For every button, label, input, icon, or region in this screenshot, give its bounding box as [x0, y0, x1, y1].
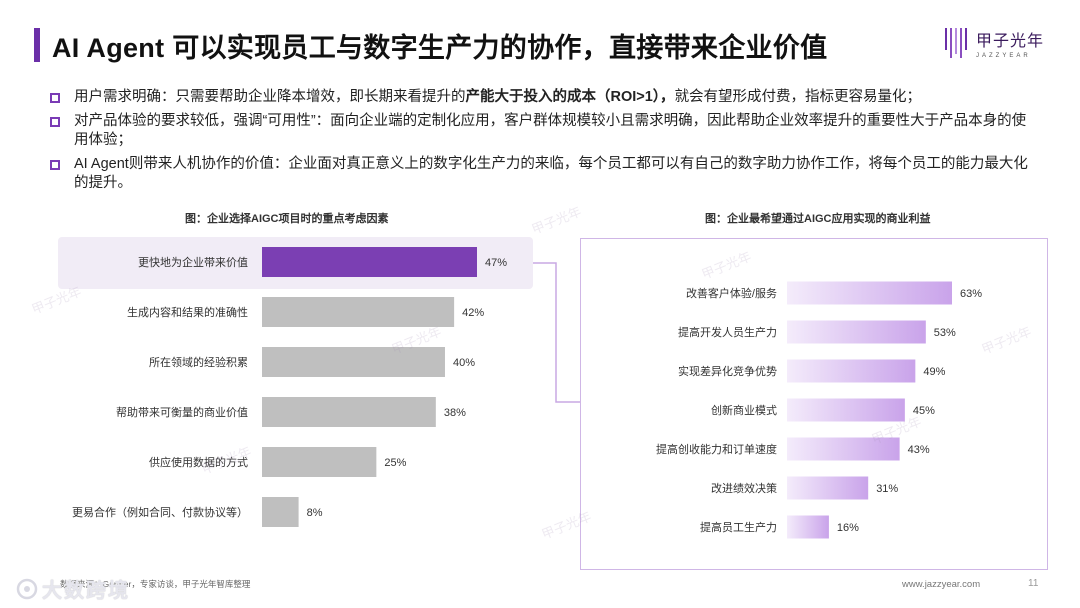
bullet-item: 用户需求明确：只需要帮助企业降本增效，即长期来看提升的产能大于投入的成本（ROI… — [50, 88, 1040, 107]
category-label: 改进绩效决策 — [711, 481, 777, 495]
data-label: 43% — [908, 444, 930, 456]
bullet-item: 对产品体验的要求较低，强调“可用性”：面向企业端的定制化应用，客户群体规模较小且… — [50, 112, 1040, 150]
bar — [787, 515, 829, 539]
bullet-text: 就会有望形成付费，指标更容易量化； — [674, 89, 922, 105]
square-bullet-icon — [50, 93, 60, 103]
data-label: 16% — [837, 522, 859, 534]
bar — [262, 397, 436, 427]
logo-name: 甲子光年 — [976, 31, 1045, 50]
bar — [262, 347, 445, 377]
brand-watermark-logo: 大数跨境 — [16, 574, 130, 603]
page-title: AI Agent 可以实现员工与数字生产力的协作，直接带来企业价值 — [52, 33, 828, 63]
data-label: 8% — [307, 507, 323, 519]
category-label: 实现差异化竞争优势 — [678, 364, 777, 378]
category-label: 供应使用数据的方式 — [149, 455, 248, 469]
category-label: 改善客户体验/服务 — [686, 286, 777, 300]
logo-name-en: JAZZYEAR — [976, 53, 1031, 59]
left-chart-title: 图：企业选择AIGC项目时的重点考虑因素 — [185, 213, 389, 225]
data-label: 63% — [960, 288, 982, 300]
category-label: 更易合作（例如合同、付款协议等） — [72, 505, 248, 519]
bar — [262, 447, 377, 477]
data-label: 42% — [462, 307, 484, 319]
bullet-text: 用户需求明确：只需要帮助企业降本增效，即长期来看提升的 — [74, 89, 466, 105]
data-source-note: 数据来源：Gartner，专家访谈，甲子光年智库整理 — [60, 579, 251, 589]
bullet-item: AI Agent则带来人机协作的价值：企业面对真正意义上的数字化生产力的来临，每… — [50, 155, 1040, 193]
right-bar-chart: 改善客户体验/服务 63% 提高开发人员生产力 53% 实现差异化竞争优势 49% 创新商业… — [656, 281, 982, 539]
footer-url: www.jazzyear.com — [902, 579, 981, 590]
data-label: 45% — [913, 405, 935, 417]
left-bar-chart: 更快地为企业带来价值 47% 生成内容和结果的准确性 42% 所在领域的经验积累 40% 帮… — [72, 247, 507, 527]
category-label: 创新商业模式 — [711, 403, 777, 417]
bar — [262, 297, 455, 327]
bar — [787, 359, 916, 383]
category-label: 帮助带来可衡量的商业价值 — [116, 405, 248, 419]
category-label: 更快地为企业带来价值 — [138, 255, 248, 269]
title-accent-bar — [34, 28, 40, 62]
square-bullet-icon — [50, 117, 60, 127]
brand-watermark-icon — [16, 578, 38, 599]
data-label: 53% — [934, 327, 956, 339]
bullet-bold-text: 产能大于投入的成本（ROI>1）， — [465, 89, 675, 105]
bar — [787, 281, 952, 305]
data-label: 47% — [485, 257, 507, 269]
right-chart-title: 图：企业最希望通过AIGC应用实现的商业利益 — [705, 213, 931, 225]
category-label: 提高创收能力和订单速度 — [656, 442, 777, 456]
brand-watermark-text: 大数跨境 — [42, 580, 130, 602]
category-label: 提高开发人员生产力 — [678, 325, 777, 339]
bar — [262, 247, 477, 277]
data-label: 38% — [444, 407, 466, 419]
bar — [262, 497, 299, 527]
bullet-list: 用户需求明确：只需要帮助企业降本增效，即长期来看提升的产能大于投入的成本（ROI… — [50, 88, 1040, 198]
logo-mark-icon — [945, 28, 967, 58]
bar — [787, 320, 926, 344]
bullet-text: 对产品体验的要求较低，强调“可用性”：面向企业端的定制化应用，客户群体规模较小且… — [74, 113, 1027, 148]
category-label: 所在领域的经验积累 — [149, 355, 248, 369]
brand-logo: 甲子光年 JAZZYEAR — [944, 26, 1044, 60]
data-label: 31% — [876, 483, 898, 495]
page-number: 11 — [1028, 578, 1039, 589]
category-label: 生成内容和结果的准确性 — [127, 305, 248, 319]
bar — [787, 437, 900, 461]
data-label: 25% — [384, 457, 406, 469]
category-label: 提高员工生产力 — [700, 520, 777, 534]
data-label: 40% — [453, 357, 475, 369]
square-bullet-icon — [50, 160, 60, 170]
right-chart-frame — [580, 238, 1048, 570]
bar — [787, 398, 905, 422]
bar — [787, 476, 869, 500]
bullet-text: AI Agent则带来人机协作的价值：企业面对真正意义上的数字化生产力的来临，每… — [74, 156, 1028, 191]
data-label: 49% — [923, 366, 945, 378]
